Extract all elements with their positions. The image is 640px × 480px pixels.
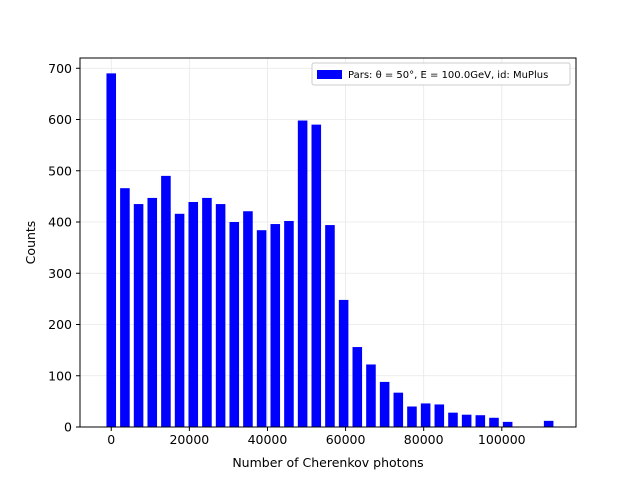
bar — [188, 202, 199, 427]
bar — [106, 73, 117, 427]
y-tick-label: 600 — [48, 112, 72, 127]
y-tick-label: 500 — [48, 163, 72, 178]
plot-frame — [79, 57, 577, 428]
bar — [161, 175, 171, 427]
y-axis-ticks: 0 100 200 300 400 500 600 700 — [48, 61, 80, 435]
bar — [448, 412, 458, 427]
y-tick-label: 0 — [64, 420, 72, 435]
bar — [366, 364, 376, 427]
legend-swatch — [317, 70, 342, 79]
bar — [256, 230, 267, 427]
y-tick-label: 100 — [48, 368, 72, 383]
bar — [133, 204, 144, 427]
bar — [270, 224, 281, 427]
bars — [106, 73, 554, 428]
y-tick-label: 700 — [48, 61, 72, 76]
bar — [352, 347, 363, 427]
y-tick-label: 200 — [48, 317, 72, 332]
x-tick-label: 60000 — [326, 432, 366, 447]
x-axis-label: Number of Cherenkov photons — [232, 455, 423, 470]
y-tick-label: 300 — [48, 266, 72, 281]
x-tick-label: 0 — [107, 432, 115, 447]
y-axis-label: Counts — [23, 221, 38, 265]
legend-box — [311, 62, 571, 86]
bar — [461, 414, 472, 427]
bar — [229, 222, 240, 427]
bar — [420, 403, 431, 427]
bar — [311, 124, 322, 427]
bar — [297, 120, 308, 428]
bar — [338, 299, 349, 427]
bar — [393, 392, 404, 427]
y-tick-label: 400 — [48, 215, 72, 230]
bar — [379, 381, 390, 427]
bar — [407, 406, 417, 427]
bar — [543, 420, 554, 427]
bar — [284, 220, 294, 427]
bar — [475, 415, 486, 427]
bar — [243, 211, 253, 427]
bar — [215, 204, 226, 427]
x-tick-label: 80000 — [404, 432, 444, 447]
legend: Pars: θ = 50°, E = 100.0GeV, id: MuPlus — [311, 62, 571, 86]
bar — [174, 213, 185, 427]
x-tick-label: 20000 — [169, 432, 209, 447]
bar — [202, 197, 212, 427]
bar — [120, 188, 130, 427]
bar — [489, 417, 499, 427]
x-axis-ticks: 0 20000 40000 60000 80000 100000 — [107, 427, 526, 447]
bar — [325, 225, 335, 427]
bar — [147, 197, 158, 427]
x-tick-label: 100000 — [478, 432, 526, 447]
x-tick-label: 40000 — [248, 432, 288, 447]
legend-label: Pars: θ = 50°, E = 100.0GeV, id: MuPlus — [348, 70, 548, 81]
bar — [502, 421, 513, 427]
bar — [434, 404, 445, 427]
